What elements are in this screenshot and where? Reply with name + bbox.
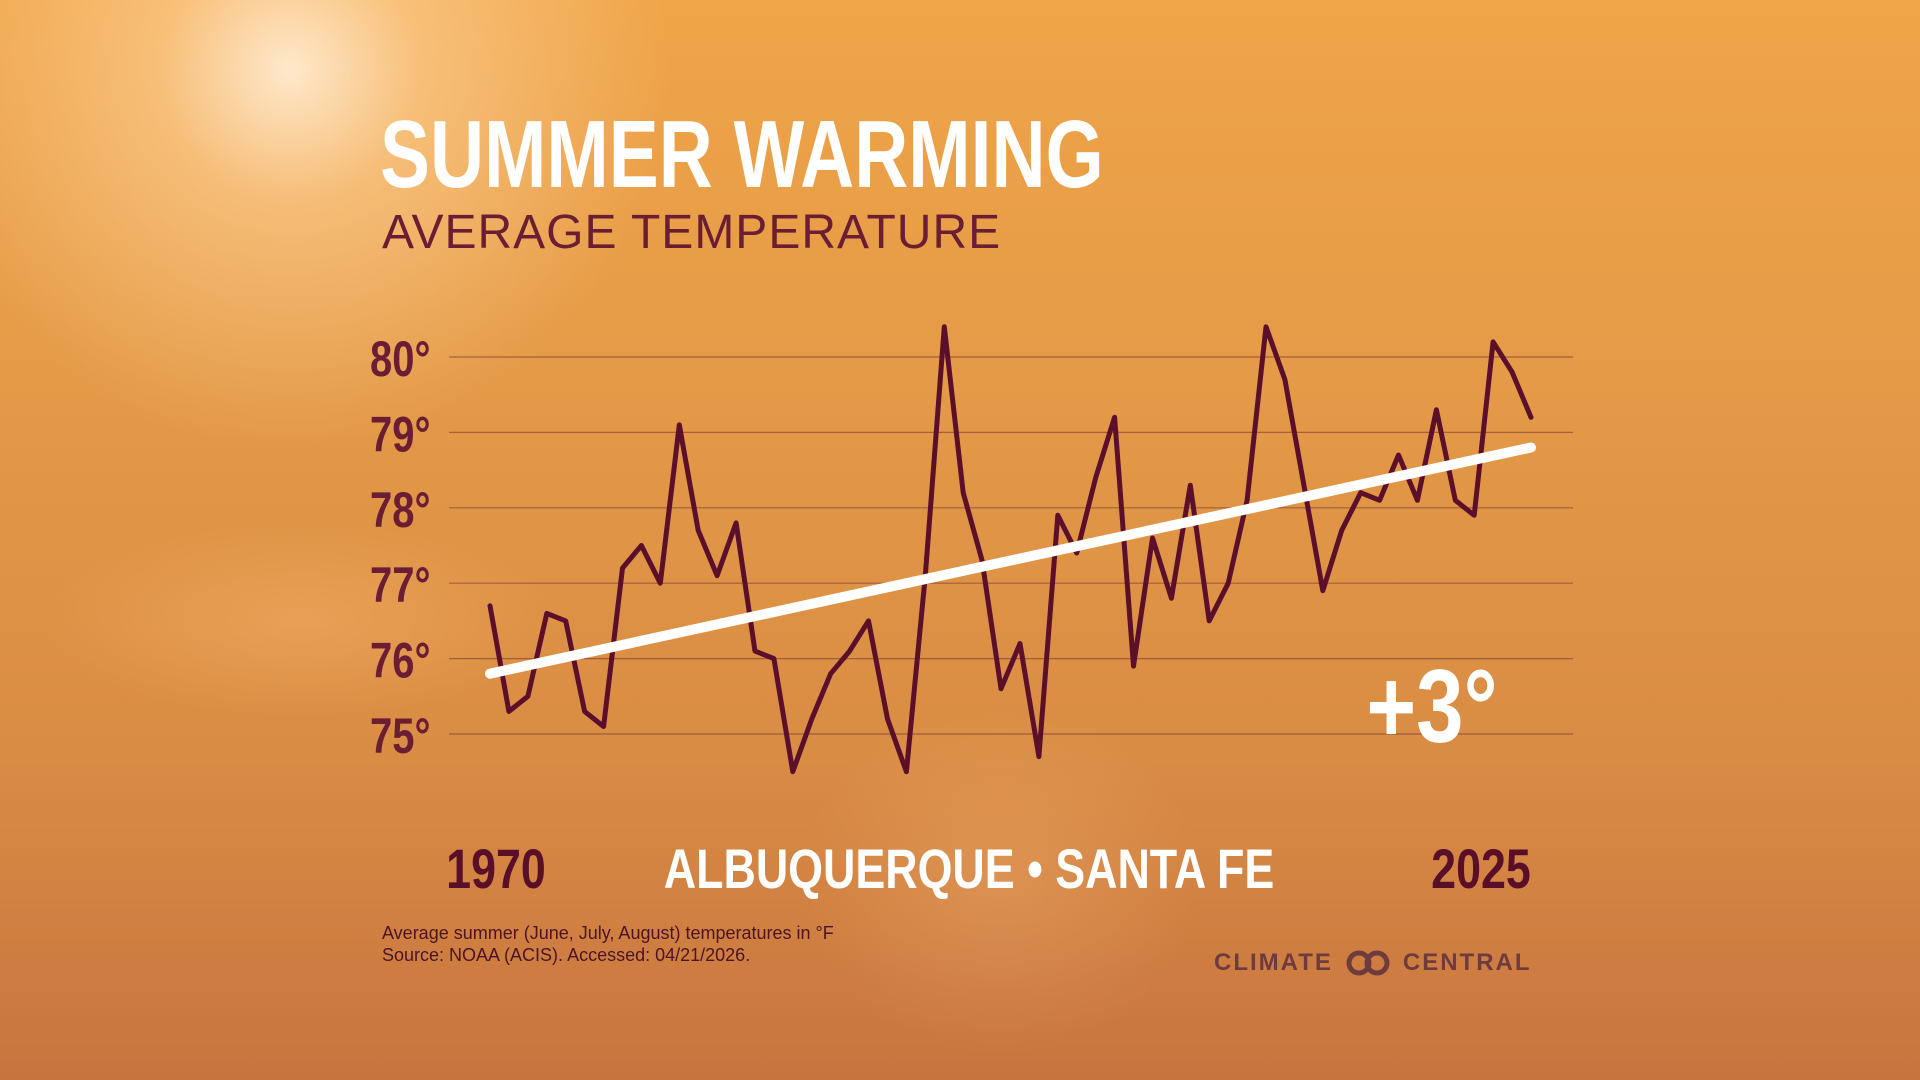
climate-central-logo: CLIMATE CENTRAL xyxy=(1214,947,1532,979)
footnote-source: Source: NOAA (ACIS). Accessed: 04/21/202… xyxy=(382,945,751,965)
y-tick-label: 79° xyxy=(370,406,430,462)
logo-text-right: CENTRAL xyxy=(1402,949,1532,976)
trend-line xyxy=(485,442,1536,679)
logo-text-left: CLIMATE xyxy=(1214,949,1333,976)
y-tick-label: 78° xyxy=(370,482,430,538)
y-tick-label: 80° xyxy=(370,331,430,387)
footnote: Average summer (June, July, August) temp… xyxy=(382,922,834,966)
temperature-series-line xyxy=(487,324,1534,775)
y-tick-label: 77° xyxy=(370,557,430,613)
y-tick-label: 76° xyxy=(370,632,430,688)
x-axis-start-label: 1970 xyxy=(446,837,546,900)
change-label: +3° xyxy=(1366,649,1497,765)
location-label: ALBUQUERQUE • SANTA FE xyxy=(664,837,1274,900)
linked-rings-icon xyxy=(1346,950,1390,976)
footnote-description: Average summer (June, July, August) temp… xyxy=(382,923,834,943)
x-axis-end-label: 2025 xyxy=(1431,837,1531,900)
page-title: SUMMER WARMING xyxy=(380,101,1104,208)
y-tick-label: 75° xyxy=(370,708,430,764)
page-subtitle: AVERAGE TEMPERATURE xyxy=(382,206,1002,259)
